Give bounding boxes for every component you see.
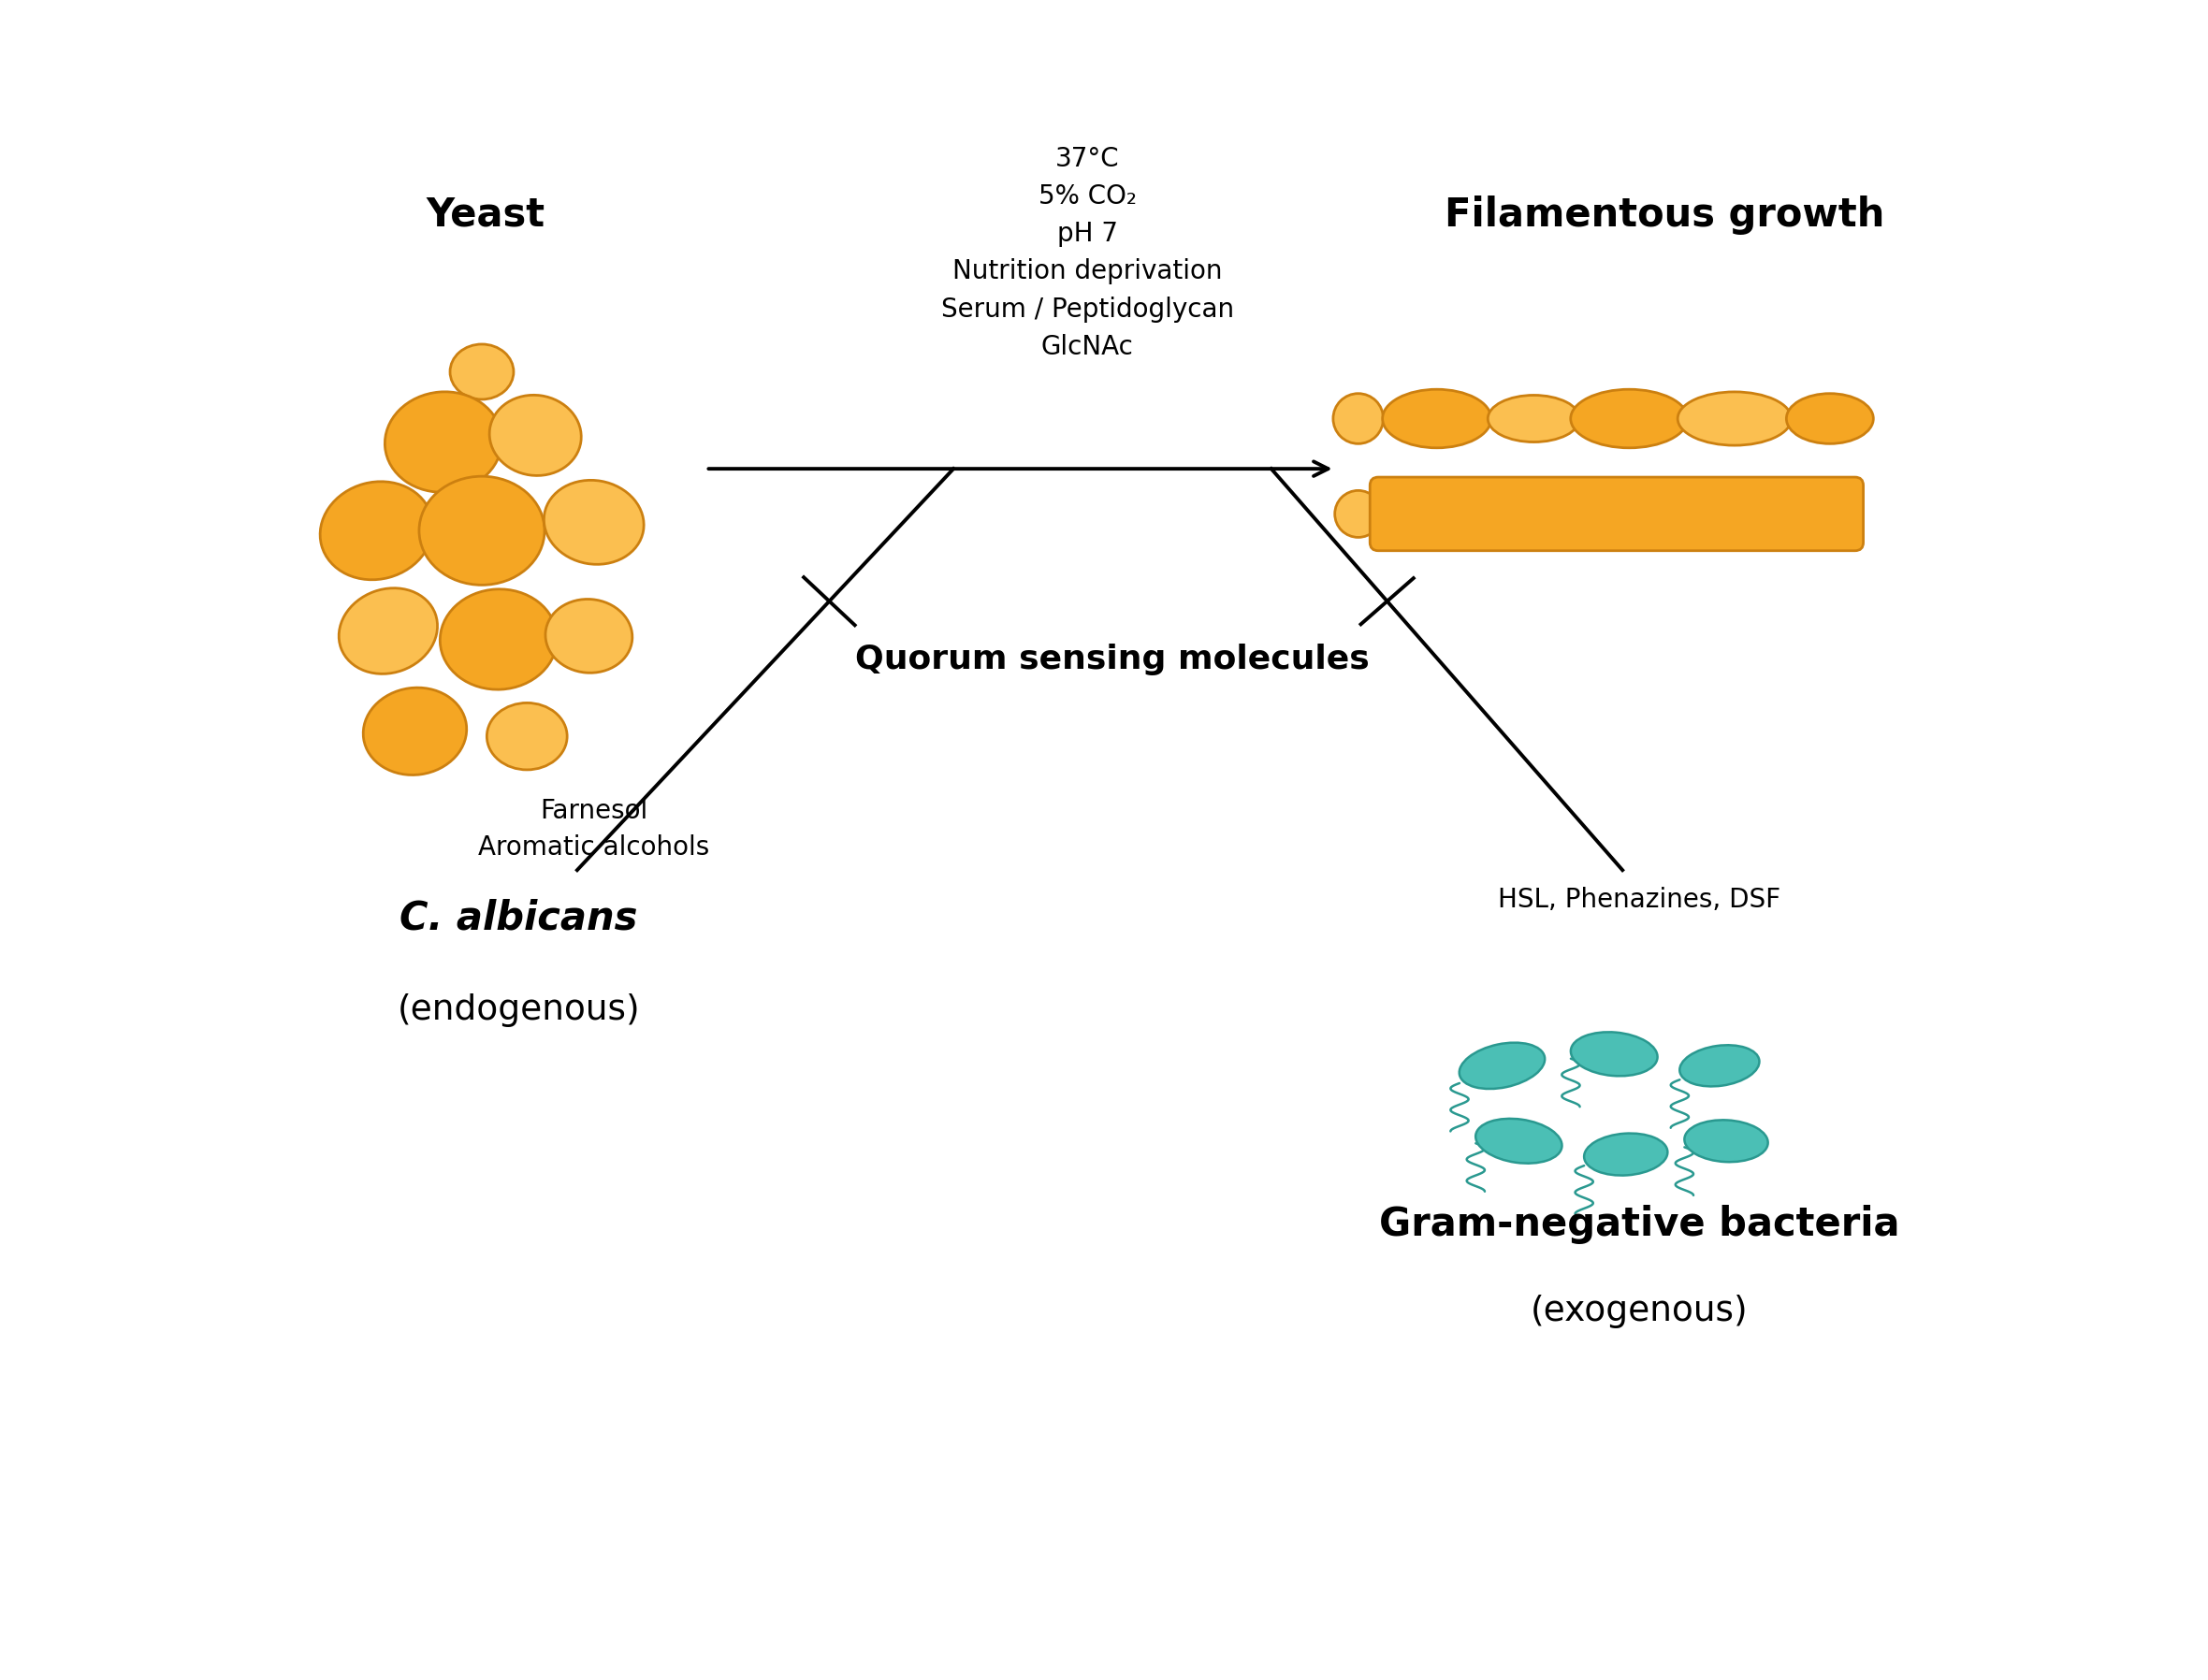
Ellipse shape (450, 344, 514, 400)
Ellipse shape (486, 702, 567, 769)
Ellipse shape (420, 477, 545, 585)
Ellipse shape (338, 588, 437, 674)
Text: (exogenous): (exogenous) (1530, 1295, 1749, 1329)
Ellipse shape (1583, 1134, 1667, 1176)
Ellipse shape (1336, 491, 1382, 538)
Ellipse shape (1334, 393, 1384, 444)
Ellipse shape (1459, 1043, 1546, 1089)
Ellipse shape (320, 482, 433, 580)
Ellipse shape (1680, 1045, 1760, 1087)
Text: HSL, Phenazines, DSF: HSL, Phenazines, DSF (1497, 887, 1780, 912)
FancyBboxPatch shape (1369, 477, 1864, 551)
Text: Gram-negative bacteria: Gram-negative bacteria (1378, 1205, 1899, 1243)
Ellipse shape (384, 391, 501, 492)
Ellipse shape (1570, 1032, 1658, 1075)
Ellipse shape (439, 590, 556, 689)
Ellipse shape (1475, 1119, 1561, 1163)
Ellipse shape (490, 395, 581, 475)
Ellipse shape (1570, 390, 1687, 449)
Ellipse shape (543, 480, 645, 564)
Text: Filamentous growth: Filamentous growth (1444, 195, 1883, 235)
Text: Farnesol
Aromatic alcohols: Farnesol Aromatic alcohols (479, 798, 709, 860)
Text: Yeast: Yeast (426, 195, 545, 235)
Text: 37°C
5% CO₂
pH 7
Nutrition deprivation
Serum / Peptidoglycan
GlcNAc: 37°C 5% CO₂ pH 7 Nutrition deprivation S… (941, 146, 1234, 360)
Text: (endogenous): (endogenous) (397, 995, 640, 1028)
Ellipse shape (545, 600, 631, 672)
Ellipse shape (1678, 391, 1791, 445)
Ellipse shape (1488, 395, 1581, 442)
Ellipse shape (1685, 1121, 1769, 1163)
Text: Quorum sensing molecules: Quorum sensing molecules (854, 643, 1369, 675)
Text: C. albicans: C. albicans (400, 899, 638, 937)
Ellipse shape (364, 687, 466, 774)
Ellipse shape (1786, 393, 1872, 444)
Ellipse shape (1382, 390, 1490, 449)
